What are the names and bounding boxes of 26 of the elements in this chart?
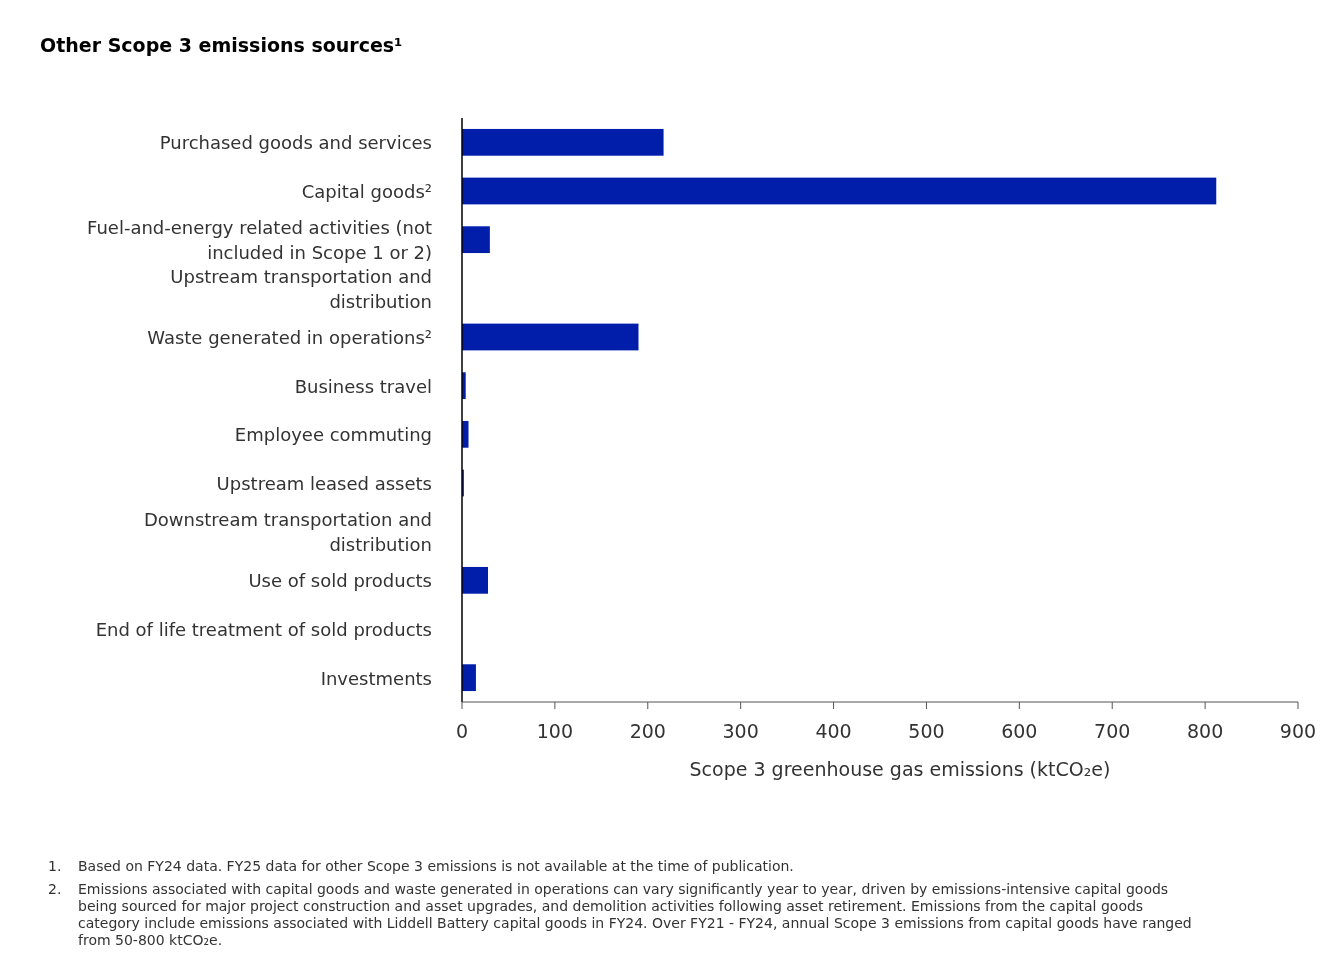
text: 2. Emissions associated with capital goods and waste generated in operations can vary significantly year to year, driven by emissions-intensive capital goods being sourced for major project construction and asset upgrades, and demolition activities following asset retirement. Emissions from the capital goods category include emissions associated with Liddell Battery capital goods in FY24. Over FY21 - FY24, annual Scope 3 emissions from capital goods have ranged from 50-800 ktCO₂e. — [48, 881, 1192, 948]
x-tick-label: 500 — [908, 720, 945, 742]
y-tick-label: Purchased goods and services — [159, 132, 432, 154]
x-tick-label: 0 — [455, 720, 469, 742]
y-tick-label: Use of sold products — [248, 570, 432, 592]
text: 1. Based on FY24 data. FY25 data for other Scope 3 emissions is not available at the time of publication. — [48, 858, 794, 874]
y-tick-label: End of life treatment of sold products — [95, 619, 432, 640]
y-tick-label: Upstream transportation and distribution — [170, 265, 432, 312]
y-tick-label: Capital goods² — [301, 181, 432, 202]
x-tick-label: 700 — [1094, 720, 1131, 742]
y-tick-label: Upstream leased assets — [216, 473, 432, 494]
y-tick-label: Employee commuting — [234, 424, 432, 446]
x-tick-label: 400 — [815, 720, 852, 742]
x-tick-label: 800 — [1186, 720, 1224, 742]
text: Other Scope 3 emissions sources¹ — [40, 34, 403, 56]
x-axis-title: Scope 3 greenhouse gas emissions (ktCO₂e) — [689, 758, 1111, 780]
y-tick-label: Waste generated in operations² — [147, 327, 432, 348]
y-tick-label: Downstream transportation and distribution — [143, 509, 432, 556]
y-tick-label: Business travel — [294, 375, 432, 397]
x-tick-label: 100 — [536, 720, 574, 742]
x-tick-label: 200 — [629, 720, 666, 742]
y-tick-label: Investments — [320, 667, 432, 689]
x-tick-label: 900 — [1279, 720, 1317, 742]
y-tick-label: Fuel-and-energy related activities (not included in Scope 1 or 2) — [87, 217, 432, 264]
x-tick-label: 300 — [722, 720, 759, 742]
x-tick-label: 600 — [1001, 720, 1038, 742]
